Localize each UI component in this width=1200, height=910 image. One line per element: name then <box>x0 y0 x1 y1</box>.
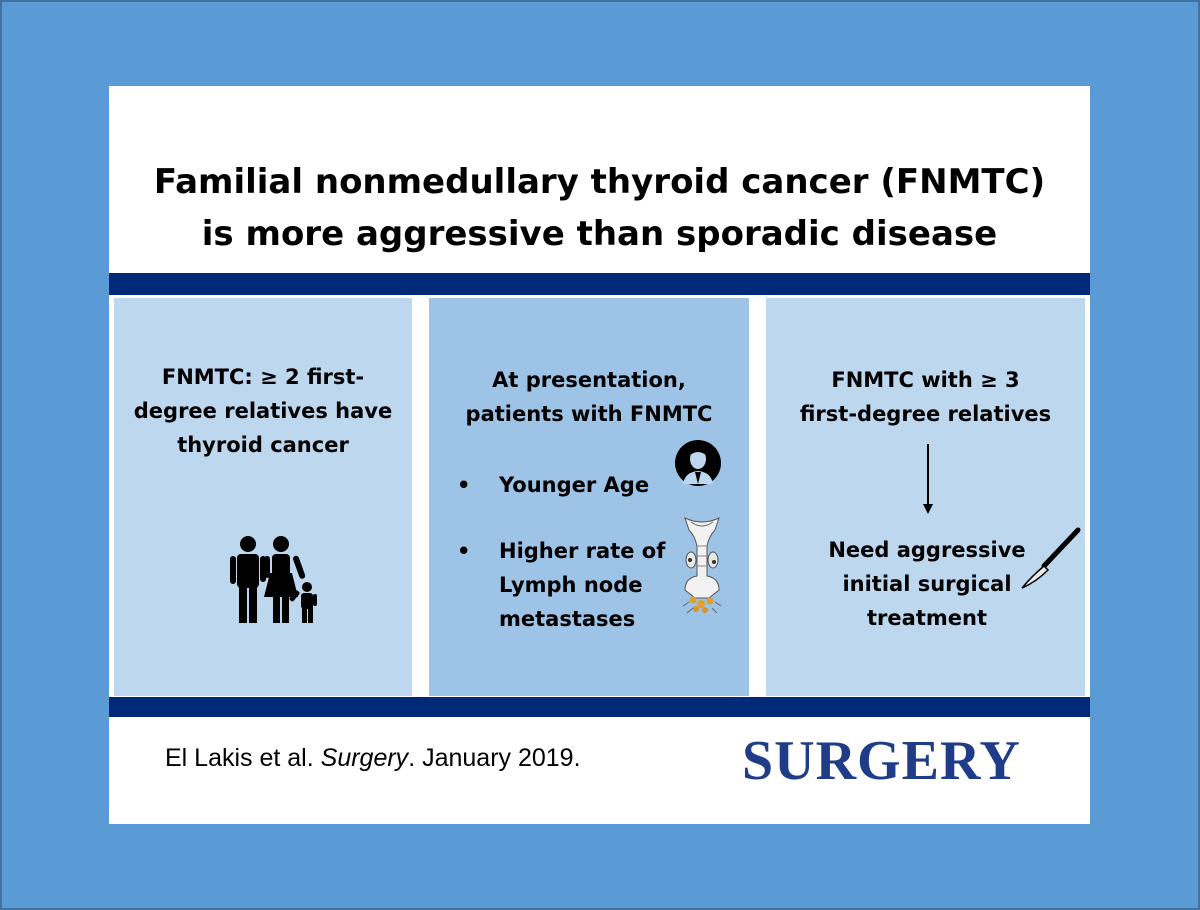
citation-journal: Surgery <box>320 744 409 772</box>
young-person-icon <box>675 440 721 486</box>
citation-suffix: . January 2019. <box>408 744 581 772</box>
top-divider-bar <box>109 273 1090 295</box>
conclusion-line-1: Need aggressive <box>828 538 1026 562</box>
bottom-divider-bar <box>109 697 1090 717</box>
recommendation-line-2: first-degree relatives <box>799 402 1052 426</box>
presentation-line-1: At presentation, <box>492 368 686 392</box>
bullet-lymph-node-line-1: Higher rate of <box>499 539 666 563</box>
title-line-2: is more aggressive than sporadic disease <box>201 214 998 254</box>
citation: El Lakis et al. Surgery. January 2019. <box>165 744 581 773</box>
recommendation-heading: FNMTC with ≥ 3 first-degree relatives <box>766 363 1085 431</box>
bullet-lymph-node-line-3: metastases <box>499 607 636 631</box>
definition-line-2: degree relatives have <box>133 399 393 423</box>
page-title: Familial nonmedullary thyroid cancer (FN… <box>109 156 1090 260</box>
bullet-lymph-node-line-2: Lymph node <box>499 573 643 597</box>
surgery-logo: SURGERY <box>742 730 1021 792</box>
panel-presentation: At presentation, patients with FNMTC • Y… <box>429 298 749 696</box>
definition-line-1: FNMTC: ≥ 2 first- <box>161 365 365 389</box>
definition-text: FNMTC: ≥ 2 first- degree relatives have … <box>114 360 412 462</box>
conclusion-line-2: initial surgical <box>842 572 1012 596</box>
graphical-abstract-card: Familial nonmedullary thyroid cancer (FN… <box>109 86 1090 824</box>
bullet-younger-age: Younger Age <box>499 473 650 497</box>
bullet-dot: • <box>457 473 471 497</box>
citation-prefix: El Lakis et al. <box>165 744 321 772</box>
scalpel-icon <box>1021 527 1081 589</box>
recommendation-line-1: FNMTC with ≥ 3 <box>831 368 1020 392</box>
panel-definition: FNMTC: ≥ 2 first- degree relatives have … <box>114 298 412 696</box>
panel-recommendation: FNMTC with ≥ 3 first-degree relatives Ne… <box>766 298 1085 696</box>
recommendation-conclusion: Need aggressive initial surgical treatme… <box>766 533 1088 635</box>
arrow-down-icon <box>923 444 933 514</box>
presentation-heading: At presentation, patients with FNMTC <box>429 363 749 431</box>
presentation-line-2: patients with FNMTC <box>465 402 713 426</box>
thyroid-lymph-node-icon <box>682 517 722 614</box>
conclusion-line-3: treatment <box>867 606 987 630</box>
family-icon <box>230 536 317 623</box>
definition-line-3: thyroid cancer <box>177 433 349 457</box>
title-line-1: Familial nonmedullary thyroid cancer (FN… <box>153 162 1046 202</box>
bullet-dot: • <box>457 539 471 563</box>
